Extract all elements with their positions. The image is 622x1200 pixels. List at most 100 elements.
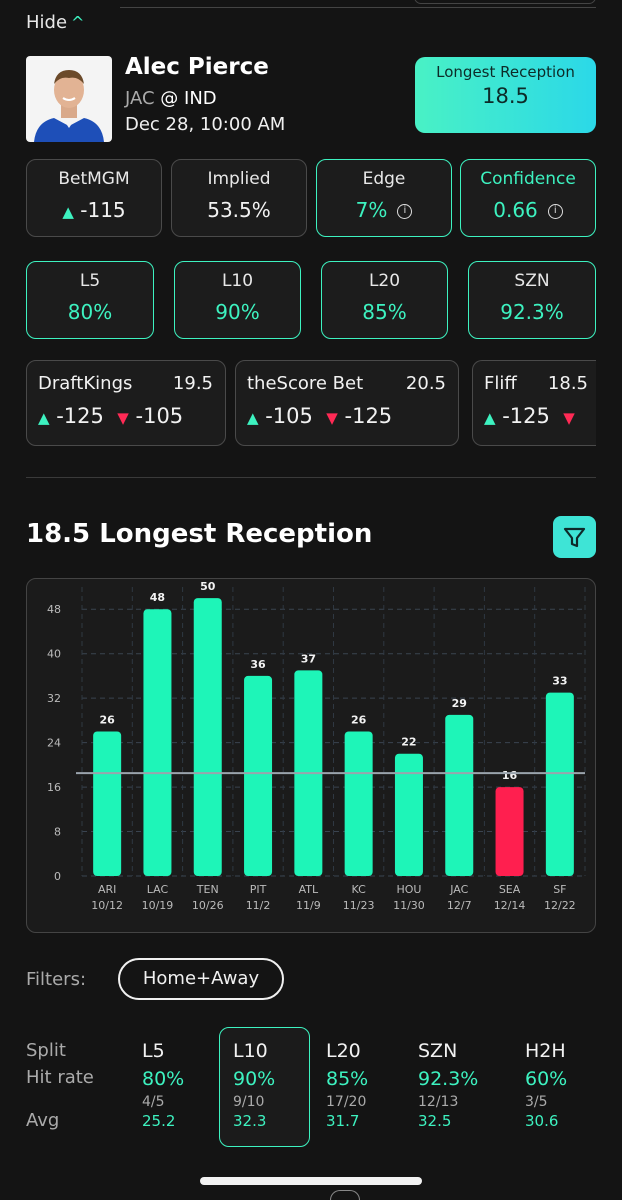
- under-odds: -125: [344, 404, 393, 428]
- prop-line: 18.5: [482, 84, 529, 108]
- hit-card-l20[interactable]: L20 85%: [321, 261, 448, 339]
- info-icon[interactable]: i: [397, 204, 413, 219]
- split-fraction: 17/20: [326, 1094, 367, 1110]
- top-card-edge: [414, 0, 596, 4]
- filters-label: Filters:: [26, 969, 87, 990]
- y-tick-label: 16: [47, 781, 61, 794]
- up-triangle-icon: ▲: [484, 409, 496, 427]
- implied-card[interactable]: Implied 53.5%: [171, 159, 307, 237]
- split-avg: 30.6: [525, 1112, 559, 1130]
- bar-sea: [495, 787, 524, 876]
- x-date-label: 11/9: [296, 899, 321, 912]
- avg-row-label: Avg: [26, 1110, 60, 1131]
- bar-value-label: 50: [200, 580, 216, 593]
- split-avg: 32.3: [233, 1112, 267, 1130]
- x-date-label: 10/12: [91, 899, 123, 912]
- prop-label: Longest Reception: [436, 63, 575, 81]
- away-team: JAC: [125, 88, 155, 109]
- down-triangle-icon: ▼: [563, 409, 575, 427]
- bar-value-label: 33: [552, 675, 567, 688]
- hit-label: L5: [79, 271, 101, 291]
- book-line: 20.5: [405, 373, 446, 394]
- player-avatar: [26, 56, 112, 142]
- split-rate: 85%: [326, 1068, 369, 1090]
- x-date-label: 12/7: [447, 899, 472, 912]
- book-name: theScore Bet: [247, 373, 364, 394]
- bar-sf: [545, 692, 574, 876]
- hit-value: 90%: [215, 300, 260, 324]
- hit-card-l5[interactable]: L5 80%: [26, 261, 154, 339]
- x-date-label: 11/2: [246, 899, 271, 912]
- split-fraction: 9/10: [233, 1094, 265, 1110]
- confidence-card[interactable]: Confidence 0.66 i: [460, 159, 596, 237]
- down-triangle-icon: ▼: [117, 409, 129, 427]
- x-date-label: 11/23: [343, 899, 375, 912]
- x-tick-label: TEN: [196, 883, 219, 896]
- book-name: DraftKings: [38, 373, 133, 394]
- x-tick-label: JAC: [449, 883, 468, 896]
- bar-value-label: 36: [250, 658, 266, 671]
- book-card-thescore[interactable]: theScore Bet 20.5 ▲ -105 ▼ -125: [235, 360, 459, 446]
- prop-card[interactable]: Longest Reception 18.5: [415, 57, 596, 133]
- bar-value-label: 29: [452, 697, 467, 710]
- book-name: Fliff: [484, 373, 517, 394]
- edge-label: Edge: [362, 169, 406, 189]
- hit-value: 92.3%: [500, 300, 564, 324]
- filter-icon: [563, 527, 586, 548]
- x-tick-label: SF: [553, 883, 566, 896]
- hit-card-szn[interactable]: SZN 92.3%: [468, 261, 596, 339]
- bar-value-label: 22: [401, 736, 416, 749]
- bar-value-label: 37: [301, 652, 316, 665]
- filter-pill-home-away[interactable]: Home+Away: [118, 958, 284, 1000]
- bar-ten: [193, 598, 222, 876]
- split-avg: 31.7: [326, 1112, 360, 1130]
- split-column-szn[interactable]: SZN 92.3% 12/13 32.5: [418, 1040, 518, 1130]
- x-date-label: 12/22: [544, 899, 576, 912]
- x-date-label: 10/19: [142, 899, 174, 912]
- split-fraction: 12/13: [418, 1094, 459, 1110]
- over-odds: -125: [502, 404, 550, 428]
- hit-card-l10[interactable]: L10 90%: [174, 261, 301, 339]
- betmgm-card[interactable]: BetMGM ▲ -115: [26, 159, 162, 237]
- x-tick-label: ARI: [98, 883, 116, 896]
- edge-card[interactable]: Edge 7% i: [316, 159, 452, 237]
- over-odds: -125: [56, 404, 104, 428]
- hit-label: SZN: [514, 271, 550, 291]
- split-column-l5[interactable]: L5 80% 4/5 25.2: [142, 1040, 242, 1130]
- book-card-fliff[interactable]: Fliff 18.5 ▲ -125 ▼: [472, 360, 596, 446]
- x-tick-label: LAC: [147, 883, 169, 896]
- section-title: 18.5 Longest Reception: [26, 519, 373, 549]
- split-avg: 32.5: [418, 1112, 452, 1130]
- book-card-draftkings[interactable]: DraftKings 19.5 ▲ -125 ▼ -105: [26, 360, 226, 446]
- player-name: Alec Pierce: [125, 54, 269, 80]
- bar-lac: [143, 609, 172, 876]
- split-column-l20[interactable]: L20 85% 17/20 31.7: [326, 1040, 426, 1130]
- home-indicator[interactable]: [200, 1177, 422, 1185]
- split-rate: 80%: [142, 1068, 185, 1090]
- bar-hou: [394, 753, 423, 876]
- up-triangle-icon: ▲: [38, 409, 50, 427]
- bar-jac: [445, 714, 474, 876]
- x-tick-label: HOU: [396, 883, 421, 896]
- split-name: H2H: [525, 1040, 566, 1062]
- betmgm-odds: -115: [80, 198, 126, 222]
- at-symbol: @: [160, 88, 179, 109]
- split-column-l10[interactable]: L10 90% 9/10 32.3: [233, 1040, 333, 1130]
- bar-ari: [93, 731, 122, 876]
- top-divider: [120, 0, 596, 8]
- split-avg: 25.2: [142, 1112, 176, 1130]
- filter-button[interactable]: [553, 516, 596, 558]
- split-name: L20: [326, 1040, 361, 1062]
- bar-value-label: 48: [150, 591, 165, 604]
- book-line: 18.5: [547, 373, 588, 394]
- bar-chart: 0 8 16 24 32 40 48 26 ARI 10/12 48 LAC 10/19 50 TEN 10/…: [47, 580, 586, 912]
- info-icon[interactable]: i: [547, 204, 563, 219]
- y-tick-label: 48: [47, 603, 61, 616]
- hide-toggle[interactable]: Hide ^: [26, 12, 84, 33]
- split-rate: 90%: [233, 1068, 276, 1090]
- chevron-up-icon: ^: [71, 13, 85, 32]
- split-name: SZN: [418, 1040, 458, 1062]
- split-column-h2h[interactable]: H2H 60% 3/5 30.6: [525, 1040, 596, 1130]
- y-tick-label: 8: [54, 826, 61, 839]
- y-tick-label: 32: [47, 692, 61, 705]
